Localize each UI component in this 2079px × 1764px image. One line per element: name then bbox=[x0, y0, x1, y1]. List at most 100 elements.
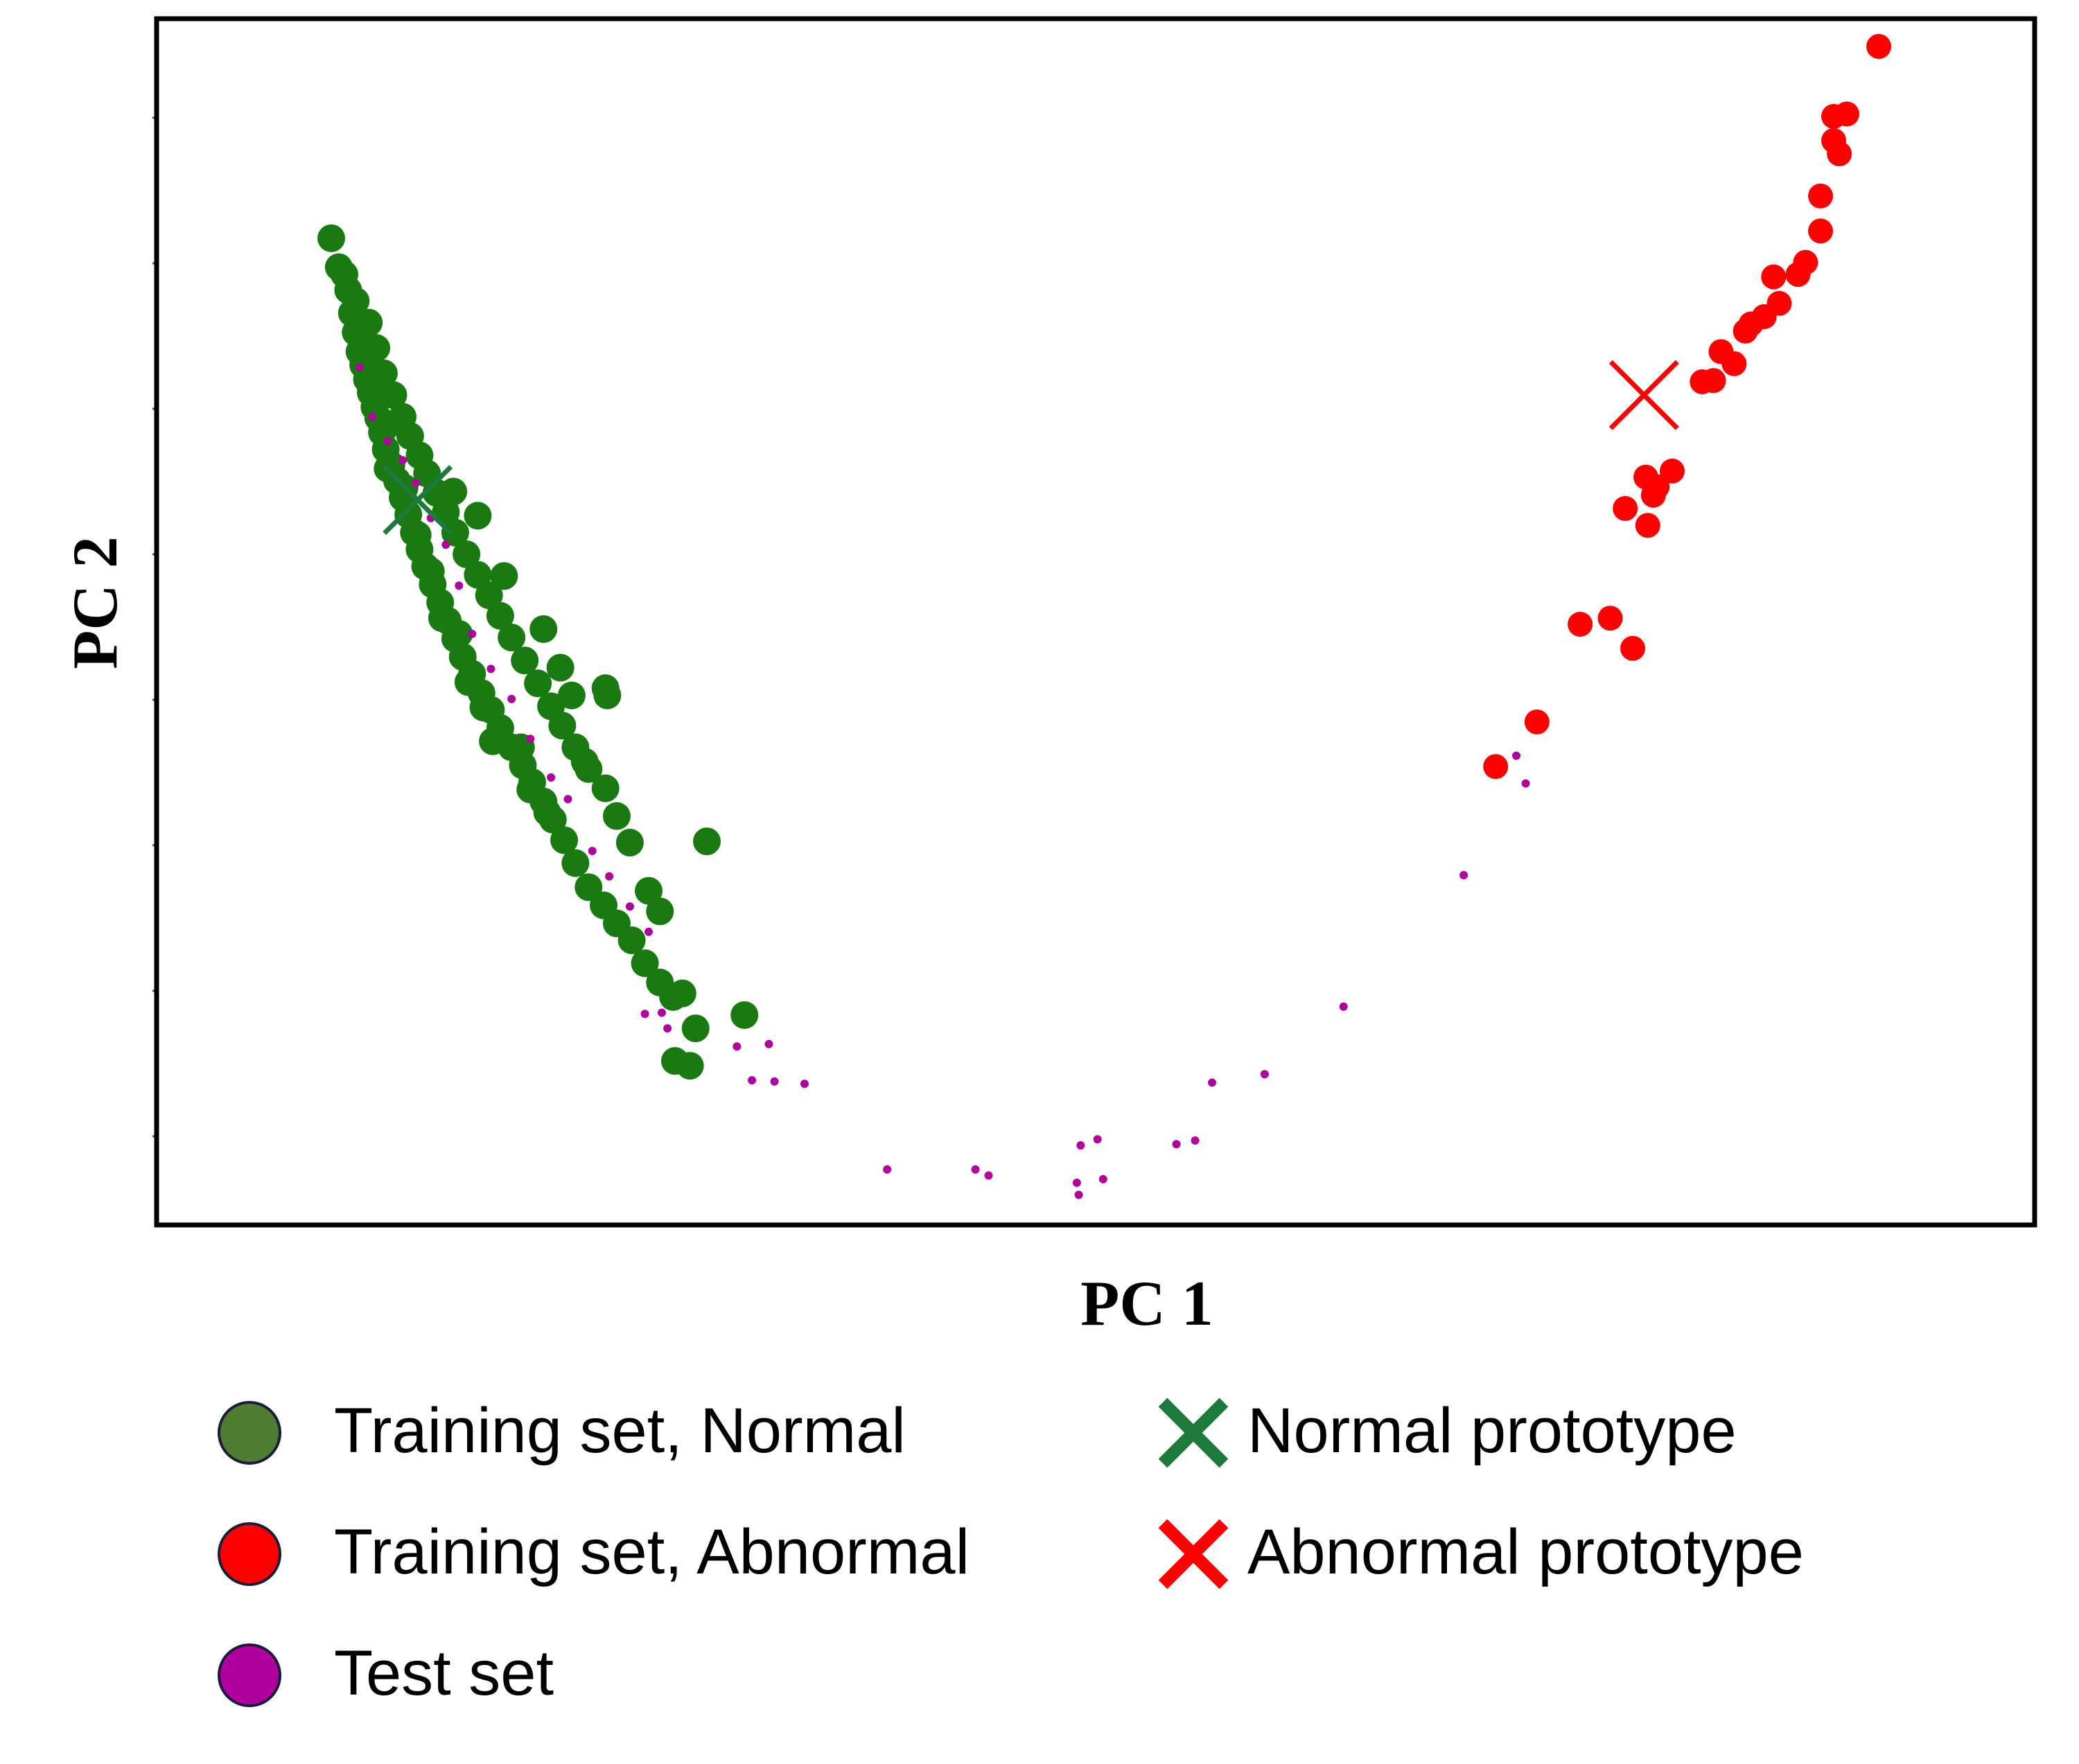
data-point bbox=[398, 456, 407, 465]
legend-item: Test set bbox=[218, 1638, 554, 1709]
data-point bbox=[1808, 218, 1834, 244]
data-point bbox=[1512, 751, 1521, 760]
data-point bbox=[668, 979, 696, 1007]
legend-circle-marker bbox=[218, 1401, 281, 1465]
data-point bbox=[1521, 779, 1530, 788]
data-point bbox=[617, 926, 646, 955]
data-point bbox=[730, 1001, 759, 1030]
data-point bbox=[693, 827, 721, 856]
series-training-set-abnormal bbox=[1483, 34, 1892, 779]
data-point bbox=[453, 540, 481, 569]
data-point bbox=[681, 1014, 710, 1043]
data-point bbox=[317, 224, 346, 252]
legend-label: Test set bbox=[334, 1638, 554, 1709]
data-point bbox=[984, 1171, 993, 1180]
y-axis-label: PC 2 bbox=[60, 536, 130, 669]
data-point bbox=[635, 876, 663, 905]
data-point bbox=[591, 774, 620, 802]
prototype-markers bbox=[383, 360, 1679, 536]
data-point bbox=[561, 849, 590, 877]
data-point bbox=[1191, 1136, 1200, 1145]
abnormal-prototype-marker bbox=[1608, 360, 1679, 430]
data-point bbox=[368, 412, 377, 421]
data-point bbox=[490, 562, 518, 590]
data-point bbox=[1690, 369, 1715, 395]
data-point bbox=[464, 561, 492, 589]
data-point bbox=[342, 287, 370, 315]
legend-label: Normal prototype bbox=[1247, 1395, 1737, 1466]
data-point bbox=[355, 308, 383, 337]
data-point bbox=[547, 773, 556, 782]
data-point bbox=[468, 629, 477, 638]
data-point bbox=[1613, 495, 1638, 521]
data-point bbox=[1821, 104, 1847, 130]
data-point bbox=[358, 362, 387, 390]
data-point bbox=[498, 624, 526, 652]
data-point bbox=[1339, 1002, 1348, 1011]
data-point bbox=[533, 798, 561, 827]
data-point bbox=[1597, 606, 1623, 631]
data-point bbox=[971, 1165, 980, 1174]
data-point bbox=[416, 557, 445, 585]
data-point bbox=[1808, 183, 1834, 209]
data-point bbox=[511, 646, 539, 675]
data-point bbox=[355, 363, 364, 372]
data-point bbox=[516, 775, 545, 804]
data-point bbox=[1708, 339, 1734, 364]
data-point bbox=[663, 1024, 672, 1033]
data-point bbox=[1640, 482, 1666, 508]
data-point bbox=[602, 802, 631, 830]
data-point bbox=[657, 1008, 666, 1017]
data-point bbox=[800, 1079, 809, 1088]
data-point bbox=[883, 1165, 892, 1174]
data-point bbox=[550, 826, 579, 854]
data-point bbox=[362, 334, 391, 362]
legend-item: Training set, Abnormal bbox=[218, 1517, 970, 1587]
data-point bbox=[524, 669, 552, 698]
data-point bbox=[379, 381, 407, 409]
legend-item: Training set, Normal bbox=[218, 1395, 906, 1466]
plot-frame bbox=[154, 16, 2037, 1228]
data-point bbox=[469, 694, 498, 722]
data-point bbox=[644, 927, 653, 936]
data-point bbox=[1260, 1070, 1269, 1079]
data-point bbox=[625, 902, 634, 911]
data-point bbox=[441, 540, 450, 549]
data-point bbox=[1172, 1140, 1181, 1149]
data-point bbox=[1732, 318, 1758, 344]
data-point bbox=[411, 479, 420, 488]
data-point bbox=[1076, 1141, 1085, 1150]
data-point bbox=[479, 727, 507, 755]
data-point bbox=[1459, 871, 1468, 880]
data-point bbox=[486, 664, 495, 673]
data-point bbox=[570, 748, 599, 776]
legend-cross-marker bbox=[1158, 1397, 1229, 1468]
x-axis-label: PC 1 bbox=[1080, 1268, 1213, 1339]
legend-circle-marker bbox=[218, 1522, 281, 1586]
data-point bbox=[439, 477, 468, 506]
data-point bbox=[1827, 141, 1852, 166]
data-point bbox=[445, 619, 473, 648]
data-point bbox=[1568, 611, 1593, 637]
data-point bbox=[507, 694, 516, 703]
legend-circle-marker bbox=[218, 1643, 281, 1707]
data-point bbox=[464, 502, 492, 530]
data-point bbox=[764, 1039, 773, 1048]
data-point bbox=[546, 653, 574, 682]
normal-prototype-marker bbox=[383, 465, 453, 536]
data-point bbox=[1866, 34, 1892, 60]
legend-label: Training set, Abnormal bbox=[334, 1517, 970, 1587]
data-point bbox=[454, 668, 482, 696]
data-point bbox=[383, 436, 392, 446]
data-point bbox=[526, 734, 535, 743]
data-point bbox=[748, 1076, 757, 1085]
data-point bbox=[1098, 1174, 1107, 1183]
data-point bbox=[640, 1009, 649, 1018]
legend-item: Normal prototype bbox=[1158, 1395, 1737, 1468]
data-point bbox=[1483, 754, 1509, 779]
data-point bbox=[1074, 1190, 1083, 1199]
legend-label: Training set, Normal bbox=[334, 1395, 906, 1466]
data-point bbox=[557, 681, 586, 709]
data-point bbox=[371, 412, 400, 441]
